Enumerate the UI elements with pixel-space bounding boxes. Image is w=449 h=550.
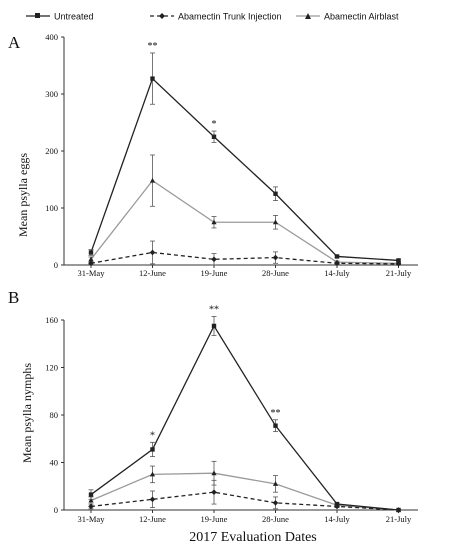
data-point-trunk-injection-b	[149, 496, 156, 503]
data-point-untreated-b	[273, 423, 278, 428]
significance-mark-a: **	[148, 41, 158, 52]
x-tick-label-a: 14-July	[324, 268, 350, 278]
legend-marker-untreated	[35, 13, 40, 18]
x-axis-title: 2017 Evaluation Dates	[189, 530, 317, 545]
data-point-trunk-injection-a	[149, 249, 156, 256]
data-point-untreated-b	[150, 447, 155, 452]
panel-a: A Mean psylla eggs 0 100 200 300 400 31-May 12…	[8, 32, 418, 278]
data-point-trunk-injection-b	[211, 489, 217, 495]
legend-label-untreated: Untreated	[54, 12, 94, 22]
data-point-airblast-a	[88, 256, 94, 262]
data-point-airblast-b	[272, 481, 279, 486]
data-point-untreated-b	[88, 492, 94, 497]
y-tick-label-a: 400	[45, 32, 58, 42]
y-tick-label-a: 300	[45, 89, 58, 99]
series-line-trunk-injection-a	[90, 251, 399, 265]
x-tick-label-b: 21-July	[386, 514, 412, 524]
y-tick-label-b: 120	[45, 363, 58, 373]
data-point-untreated-a	[396, 258, 401, 263]
data-point-airblast-b	[88, 497, 94, 503]
x-tick-label-b: 28-June	[262, 514, 289, 524]
data-point-trunk-injection-b	[272, 500, 279, 506]
x-tick-label-b: 14-July	[324, 514, 350, 524]
panel-label-b: B	[8, 288, 19, 307]
data-point-untreated-a	[150, 76, 155, 81]
legend-label-trunk-injection: Abamectin Trunk Injection	[178, 12, 282, 22]
data-point-untreated-a	[88, 250, 94, 255]
x-tick-label-a: 12-June	[139, 268, 166, 278]
x-tick-label-a: 28-June	[262, 268, 289, 278]
significance-mark-b: **	[271, 408, 281, 419]
y-tick-label-a: 0	[54, 260, 58, 270]
data-point-untreated-b	[334, 501, 340, 507]
data-point-untreated-b	[396, 507, 401, 513]
legend-item-airblast: Abamectin Airblast	[296, 12, 399, 22]
panel-label-a: A	[8, 33, 21, 52]
legend-label-airblast: Abamectin Airblast	[324, 12, 399, 22]
plot-area-b: *****	[88, 304, 402, 513]
data-point-trunk-injection-a	[88, 260, 94, 267]
x-tick-label-a: 21-July	[386, 268, 412, 278]
x-tick-label-b: 12-June	[139, 514, 166, 524]
data-point-trunk-injection-a	[334, 260, 340, 267]
significance-mark-b: *	[150, 430, 155, 441]
plot-area-a: ***	[88, 41, 402, 267]
x-tick-label-a: 31-May	[78, 268, 106, 278]
series-line-untreated-b	[90, 324, 399, 511]
data-point-untreated-b	[211, 323, 217, 329]
data-point-airblast-a	[149, 177, 156, 183]
data-point-untreated-a	[211, 134, 217, 139]
significance-mark-a: *	[212, 119, 217, 130]
data-point-trunk-injection-b	[88, 503, 94, 510]
axes-b: 0 40 80 120 160 31-May 12-June 19-June 28-June 14…	[45, 315, 418, 524]
y-axis-title-a: Mean psylla eggs	[16, 153, 30, 237]
data-point-airblast-a	[272, 219, 279, 225]
axes-a: 0 100 200 300 400 31-May 12-June 19-June 28-June…	[45, 32, 418, 278]
data-point-trunk-injection-a	[211, 256, 217, 263]
x-tick-label-a: 19-June	[201, 268, 228, 278]
y-tick-label-b: 40	[50, 458, 59, 468]
y-axis-title-b: Mean psylla nymphs	[20, 363, 34, 463]
x-tick-label-b: 31-May	[78, 514, 106, 524]
series-line-untreated-a	[90, 77, 399, 262]
series-line-airblast-b	[90, 472, 399, 511]
y-tick-label-b: 160	[45, 315, 58, 325]
y-tick-label-b: 0	[54, 505, 58, 515]
data-point-airblast-b	[211, 470, 217, 476]
series-line-airblast-a	[90, 179, 399, 264]
y-tick-label-a: 200	[45, 146, 58, 156]
y-tick-label-b: 80	[50, 410, 59, 420]
significance-mark-b: **	[209, 304, 219, 315]
legend-item-untreated: Untreated	[26, 12, 94, 22]
data-point-trunk-injection-a	[272, 254, 279, 261]
legend-marker-airblast	[305, 13, 311, 19]
legend-item-trunk-injection: Abamectin Trunk Injection	[150, 12, 282, 22]
x-tick-label-b: 19-June	[201, 514, 228, 524]
y-tick-label-a: 100	[45, 203, 58, 213]
panel-b: B Mean psylla nymphs 0 40 80 120 160 31-May 12…	[8, 288, 418, 524]
data-point-airblast-a	[211, 219, 217, 225]
legend: Untreated Abamectin Trunk Injection Abam…	[26, 12, 399, 22]
series-line-trunk-injection-b	[90, 491, 399, 511]
legend-marker-trunk-injection	[159, 13, 165, 19]
data-point-airblast-b	[149, 471, 156, 477]
data-point-untreated-a	[334, 254, 340, 259]
data-point-untreated-a	[273, 191, 278, 196]
